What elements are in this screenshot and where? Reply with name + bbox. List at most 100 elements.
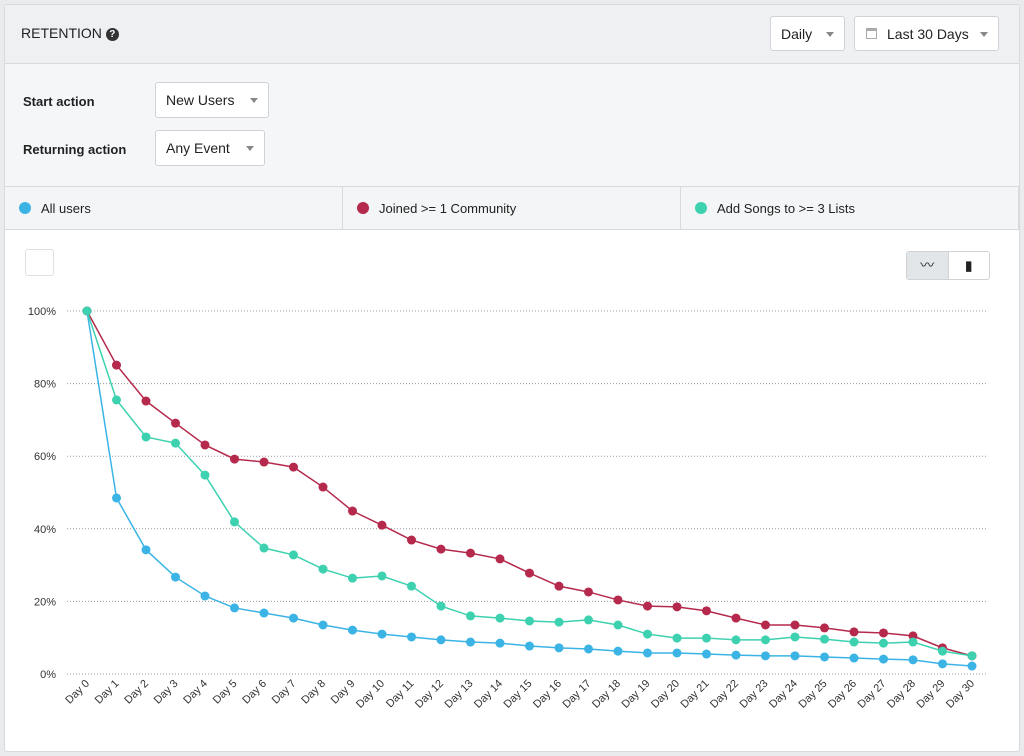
legend: All users Joined >= 1 Community Add Songs … [5, 187, 1019, 230]
data-point [525, 568, 534, 578]
dashboard-button[interactable] [25, 249, 54, 276]
data-point [289, 550, 298, 560]
data-point [790, 632, 800, 642]
x-tick-label: Day 21 [678, 678, 711, 711]
data-point [672, 648, 682, 658]
x-tick-label: Day 10 [354, 678, 387, 711]
filter-value: New Users [166, 92, 235, 108]
data-point [554, 581, 564, 591]
data-point [230, 517, 239, 527]
data-point [879, 628, 888, 638]
x-tick-label: Day 5 [211, 678, 240, 707]
y-tick-label: 40% [34, 524, 56, 536]
data-point [908, 655, 918, 665]
data-point [171, 572, 180, 582]
data-point [495, 638, 505, 648]
data-point [908, 631, 918, 641]
line-view-button[interactable]: 〰 [907, 252, 949, 279]
data-point [230, 454, 239, 464]
series-line [86, 310, 973, 657]
data-point [289, 613, 298, 623]
data-point [112, 360, 121, 370]
data-point [790, 651, 800, 661]
legend-dot [357, 202, 369, 214]
data-point [849, 653, 859, 663]
data-point [761, 635, 770, 645]
filters: Start action New Users Returning action … [5, 64, 1019, 187]
data-point [967, 661, 977, 671]
data-point [731, 635, 741, 645]
legend-item[interactable]: Joined >= 1 Community [343, 187, 681, 229]
range-dropdown[interactable]: Last 30 Days [854, 16, 999, 51]
bar-view-button[interactable]: ▮ [965, 258, 973, 273]
legend-label: Add Songs to >= 3 Lists [717, 200, 856, 216]
x-tick-label: Day 27 [855, 678, 888, 711]
data-point [466, 611, 475, 621]
title-text: RETENTION [21, 25, 102, 41]
data-point [377, 629, 387, 639]
data-point [112, 493, 121, 503]
filter-dropdown[interactable]: Any Event [155, 130, 265, 166]
range-text: Last 30 Days [887, 25, 969, 42]
data-point [849, 637, 859, 647]
x-tick-label: Day 14 [472, 678, 505, 711]
data-point [820, 623, 829, 633]
legend-label: Joined >= 1 Community [379, 200, 517, 216]
data-point [938, 646, 947, 656]
data-point [141, 432, 151, 442]
data-point [289, 462, 298, 472]
calendar-icon [866, 28, 877, 39]
data-point [407, 535, 416, 545]
x-tick-label: Day 16 [531, 678, 564, 711]
data-point [141, 396, 151, 406]
interval-dropdown[interactable]: Daily [770, 16, 845, 51]
data-point [407, 632, 416, 642]
data-point [200, 470, 210, 480]
data-point [672, 633, 682, 643]
retention-panel: RETENTION ? Daily Last 30 Days Start act… [4, 4, 1020, 752]
x-tick-label: Day 17 [560, 678, 593, 711]
data-point [938, 659, 947, 669]
y-tick-label: 0% [40, 669, 56, 681]
data-point [82, 306, 92, 316]
data-point [525, 616, 534, 626]
data-point [230, 603, 239, 613]
data-point [820, 634, 829, 644]
x-tick-label: Day 3 [152, 678, 181, 707]
data-point [702, 633, 711, 643]
data-point [702, 606, 711, 616]
legend-item[interactable]: All users [5, 187, 343, 229]
data-point [171, 438, 180, 448]
data-point [407, 581, 416, 591]
data-point [495, 554, 505, 564]
x-tick-label: Day 28 [885, 678, 918, 711]
data-point [643, 629, 652, 639]
y-tick-label: 80% [34, 379, 56, 391]
header: RETENTION ? Daily Last 30 Days [5, 5, 1019, 64]
y-tick-label: 100% [28, 306, 56, 318]
x-tick-label: Day 11 [384, 678, 417, 711]
x-tick-label: Day 6 [240, 678, 269, 707]
x-tick-label: Day 26 [826, 678, 859, 711]
data-point [436, 635, 446, 645]
legend-dot [695, 202, 707, 214]
legend-dot [19, 202, 31, 214]
x-tick-label: Day 2 [122, 678, 151, 707]
x-tick-label: Day 24 [767, 678, 800, 711]
data-point [613, 595, 623, 605]
x-tick-label: Day 22 [708, 678, 741, 711]
data-point [348, 625, 357, 635]
series-line [86, 310, 973, 667]
data-point [790, 620, 800, 630]
x-tick-label: Day 20 [649, 678, 682, 711]
help-icon[interactable]: ? [105, 28, 119, 41]
legend-item[interactable]: Add Songs to >= 3 Lists [681, 187, 1019, 229]
x-tick-label: Day 0 [63, 678, 92, 707]
filter-dropdown[interactable]: New Users [155, 82, 269, 118]
data-point [259, 608, 269, 618]
data-point [731, 650, 741, 660]
data-point [318, 482, 328, 492]
y-tick-label: 20% [34, 596, 56, 608]
data-point [436, 544, 446, 554]
